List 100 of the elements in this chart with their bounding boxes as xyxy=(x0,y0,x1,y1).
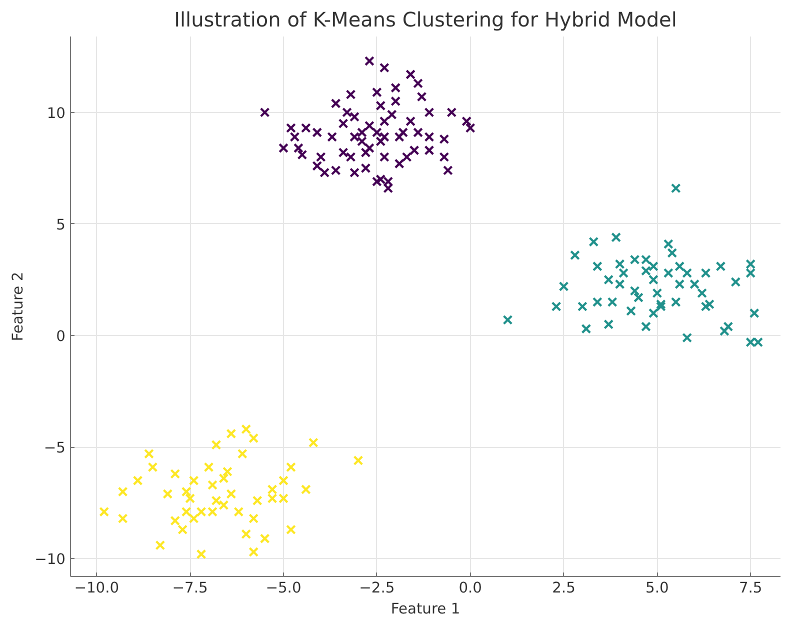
point xyxy=(730,276,741,287)
point xyxy=(667,248,678,258)
y-axis-title: Feature 2 xyxy=(10,272,27,342)
point xyxy=(170,468,180,479)
point xyxy=(353,455,364,466)
point xyxy=(746,259,756,270)
point xyxy=(577,302,588,312)
point xyxy=(704,299,714,310)
point xyxy=(697,288,708,298)
chart-title: Illustration of K-Means Clustering for Hybrid Model xyxy=(174,8,677,32)
point xyxy=(592,297,602,308)
point xyxy=(226,488,236,499)
point xyxy=(222,466,232,477)
point xyxy=(196,549,206,560)
x-tick-label: 0.0 xyxy=(458,580,482,596)
point xyxy=(248,513,259,524)
point xyxy=(118,486,128,497)
point xyxy=(181,486,192,497)
point xyxy=(607,297,618,308)
point xyxy=(211,440,222,450)
point xyxy=(648,308,658,318)
point xyxy=(640,266,651,276)
point xyxy=(162,488,173,499)
point xyxy=(604,319,614,330)
point xyxy=(155,540,166,550)
point xyxy=(630,286,640,296)
point xyxy=(185,493,196,504)
point xyxy=(716,261,726,272)
point xyxy=(170,516,180,526)
point xyxy=(148,462,158,472)
point xyxy=(181,506,192,517)
y-tick-label: 5 xyxy=(56,216,66,234)
point xyxy=(663,239,674,250)
point xyxy=(690,279,700,290)
point xyxy=(286,524,296,535)
point xyxy=(634,292,644,303)
point xyxy=(308,438,318,448)
point xyxy=(723,322,734,332)
point xyxy=(99,506,110,517)
point xyxy=(670,183,681,194)
point xyxy=(252,496,262,506)
x-tick-label: −5.0 xyxy=(266,580,302,596)
point xyxy=(241,529,252,540)
point xyxy=(581,324,592,334)
point xyxy=(656,299,666,310)
point xyxy=(118,513,128,524)
point xyxy=(614,279,625,290)
point xyxy=(248,546,259,557)
point xyxy=(178,524,188,535)
y-tick-label: 10 xyxy=(46,104,66,122)
point xyxy=(674,279,685,290)
point xyxy=(640,322,651,332)
x-tick-label: −7.5 xyxy=(172,580,208,596)
point xyxy=(234,506,244,517)
point xyxy=(611,232,622,242)
y-tick-label: −10 xyxy=(34,551,66,568)
point xyxy=(502,314,513,325)
x-tick-label: −2.5 xyxy=(359,580,395,596)
point xyxy=(286,462,296,472)
point xyxy=(551,302,562,312)
point xyxy=(218,500,229,510)
point xyxy=(682,268,692,278)
point xyxy=(719,326,730,336)
point xyxy=(241,424,252,434)
point xyxy=(204,462,214,472)
point xyxy=(248,433,259,444)
point xyxy=(188,513,199,524)
point xyxy=(746,268,756,278)
point xyxy=(674,261,685,272)
point xyxy=(144,448,154,459)
x-tick-label: 2.5 xyxy=(552,580,576,596)
point xyxy=(652,288,662,298)
point xyxy=(132,476,143,486)
point xyxy=(226,428,236,439)
point xyxy=(558,281,569,292)
point xyxy=(218,473,229,484)
point xyxy=(682,332,692,343)
point xyxy=(211,496,222,506)
point xyxy=(588,236,599,247)
point xyxy=(700,302,711,312)
point xyxy=(278,476,288,486)
x-tick-label: 7.5 xyxy=(738,580,762,596)
point xyxy=(663,268,674,278)
point xyxy=(749,308,760,318)
point xyxy=(648,261,658,272)
point xyxy=(614,259,625,270)
point xyxy=(626,306,636,316)
point xyxy=(570,250,580,260)
point xyxy=(300,484,311,494)
point xyxy=(648,274,658,285)
point xyxy=(188,476,199,486)
point xyxy=(237,448,248,459)
x-tick-label: −10.0 xyxy=(74,580,120,596)
point xyxy=(604,274,614,285)
x-tick-label: 5.0 xyxy=(646,580,669,596)
point xyxy=(670,297,681,308)
point xyxy=(208,480,218,490)
y-tick-label: 0 xyxy=(56,328,66,346)
point xyxy=(267,484,278,494)
point xyxy=(656,302,666,312)
